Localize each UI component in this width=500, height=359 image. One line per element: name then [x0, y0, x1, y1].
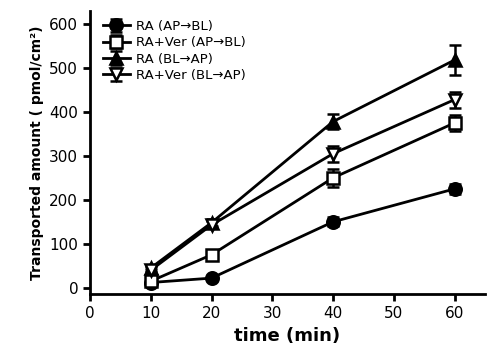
Legend: RA (AP→BL), RA+Ver (AP→BL), RA (BL→AP), RA+Ver (BL→AP): RA (AP→BL), RA+Ver (AP→BL), RA (BL→AP), … [100, 17, 248, 84]
X-axis label: time (min): time (min) [234, 327, 341, 345]
Y-axis label: Transported amount ( pmol/cm²): Transported amount ( pmol/cm²) [30, 25, 44, 280]
